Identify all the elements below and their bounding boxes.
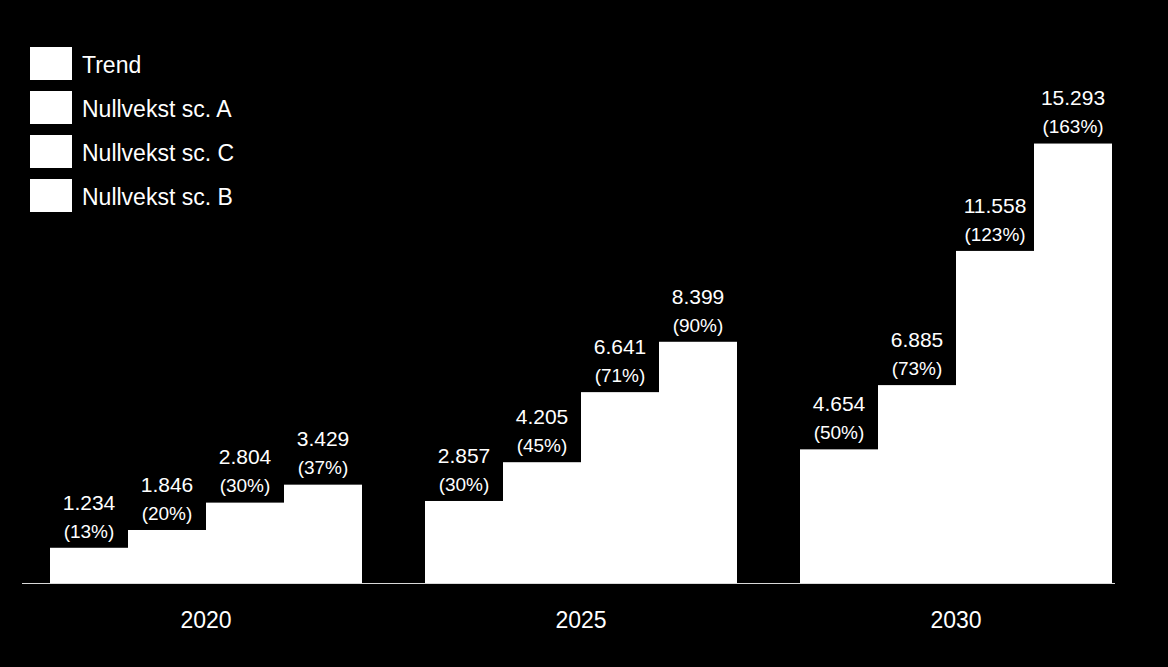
legend-label: Trend <box>82 52 141 78</box>
share-label: (45%) <box>517 435 568 456</box>
background <box>0 0 1168 667</box>
share-label: (50%) <box>814 422 865 443</box>
legend-swatch <box>30 179 72 212</box>
x-axis <box>22 583 1115 584</box>
label-backdrop <box>425 439 503 501</box>
label-backdrop <box>503 400 581 462</box>
bars <box>50 143 1112 583</box>
label-backdrop <box>800 387 878 449</box>
data-label: 8.399 <box>672 285 725 308</box>
bar <box>800 449 878 583</box>
label-backdrop <box>659 280 737 342</box>
label-backdrop <box>206 440 284 502</box>
data-label: 3.429 <box>297 427 350 450</box>
data-label: 6.641 <box>594 335 647 358</box>
legend-swatch <box>30 135 72 168</box>
chart: 1.234 (13%) 2.857 (30%) 4.654 (50%) 1.846 (20%)… <box>0 0 1168 667</box>
data-label: 15.293 <box>1041 86 1105 109</box>
share-label: (163%) <box>1042 116 1103 137</box>
data-label: 1.846 <box>141 473 194 496</box>
legend-label: Nullvekst sc. C <box>82 140 234 166</box>
share-label: (30%) <box>220 475 271 496</box>
legend: Trend Nullvekst sc. A Nullvekst sc. C Nullv… <box>30 47 234 212</box>
share-label: (71%) <box>595 365 646 386</box>
label-backdrop <box>50 486 128 548</box>
data-label: 6.885 <box>891 328 944 351</box>
bar <box>425 501 503 583</box>
legend-swatch <box>30 91 72 124</box>
label-backdrop <box>581 330 659 392</box>
share-label: (13%) <box>64 521 115 542</box>
label-backdrop <box>284 422 362 484</box>
share-label: (123%) <box>964 224 1025 245</box>
legend-label: Nullvekst sc. A <box>82 96 232 122</box>
label-backdrop <box>128 468 206 530</box>
data-labels: 1.234 (13%) 2.857 (30%) 4.654 (50%) 1.846 (20%)… <box>50 81 1112 547</box>
share-label: (20%) <box>142 503 193 524</box>
legend-label: Nullvekst sc. B <box>82 184 233 210</box>
label-backdrop <box>1034 81 1112 143</box>
x-tick-label: 2030 <box>930 607 981 633</box>
bar <box>50 548 128 583</box>
bar <box>284 484 362 583</box>
x-tick-label: 2020 <box>180 607 231 633</box>
x-tick-label: 2025 <box>555 607 606 633</box>
label-backdrop <box>878 323 956 385</box>
label-backdrop <box>956 189 1034 251</box>
share-label: (30%) <box>439 474 490 495</box>
data-label: 2.804 <box>219 445 272 468</box>
bar <box>1034 143 1112 583</box>
bar <box>503 462 581 583</box>
bar <box>956 251 1034 583</box>
bar <box>581 392 659 583</box>
data-label: 2.857 <box>438 444 491 467</box>
bar <box>659 342 737 583</box>
bar <box>878 385 956 583</box>
share-label: (37%) <box>298 457 349 478</box>
bar <box>206 502 284 583</box>
legend-swatch <box>30 47 72 80</box>
bar <box>128 530 206 583</box>
data-label: 4.654 <box>813 392 866 415</box>
data-label: 11.558 <box>964 194 1027 217</box>
share-label: (73%) <box>892 358 943 379</box>
share-label: (90%) <box>673 315 724 336</box>
data-label: 1.234 <box>63 491 116 514</box>
data-label: 4.205 <box>516 405 569 428</box>
